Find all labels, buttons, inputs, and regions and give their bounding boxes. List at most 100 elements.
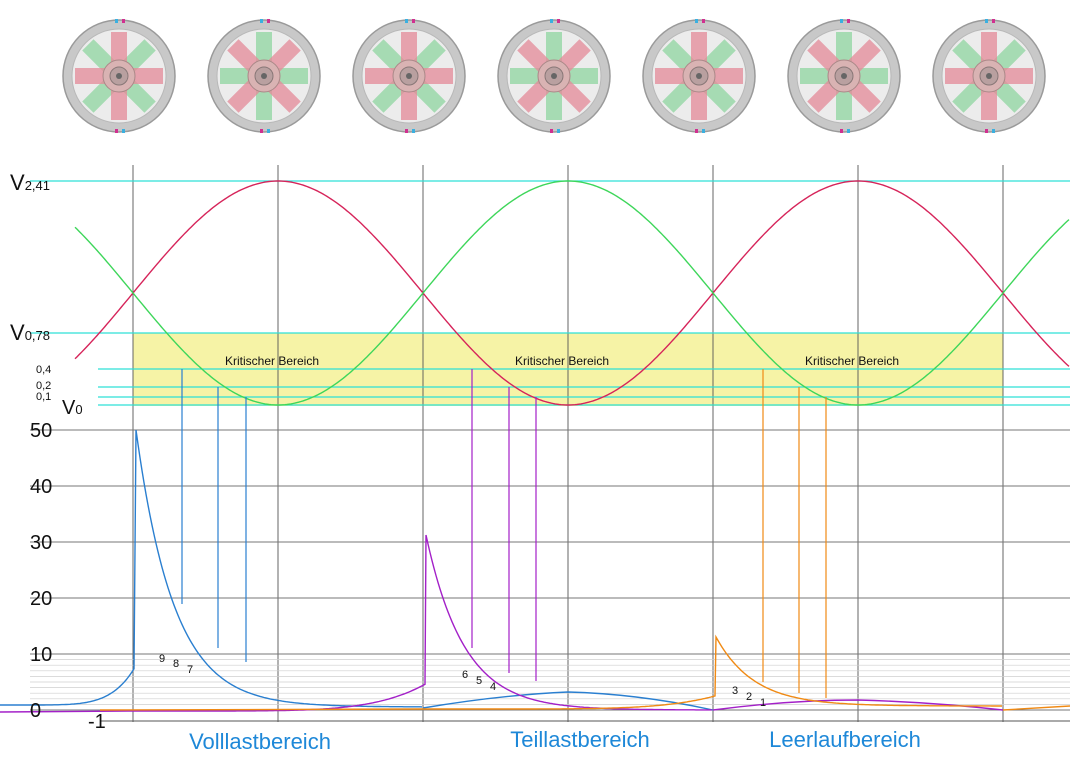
drop-lines: [181, 369, 827, 698]
marker-7: 7: [187, 664, 193, 676]
red-spoke-spoke: [945, 68, 981, 84]
red-spoke-spoke: [401, 32, 417, 68]
red-spoke: [691, 32, 707, 68]
wheel-mark: [557, 19, 560, 23]
point-markers: 9 8 7 6 5 4 3 2 1: [159, 653, 766, 709]
y-label-20: 20: [30, 588, 52, 610]
wheel-axle: [841, 73, 847, 79]
label-v078: V0,78: [10, 320, 50, 345]
red-spoke-spoke: [111, 84, 127, 120]
green-spoke: [852, 68, 888, 84]
red-spoke-spoke: [691, 32, 707, 68]
green-spoke-spoke: [546, 84, 562, 120]
marker-3: 3: [732, 685, 738, 697]
red-spoke: [655, 68, 691, 84]
wheel-mark: [267, 129, 270, 133]
y-label-0: 0: [30, 700, 41, 722]
wheel-4: [497, 19, 611, 133]
red-spoke: [707, 68, 743, 84]
wheel-2: [207, 19, 321, 133]
series-curves: [0, 429, 1070, 713]
section-leerlauf: Leerlaufbereich: [769, 727, 921, 752]
wheel-mark: [405, 19, 408, 23]
green-spoke-spoke: [562, 68, 598, 84]
wheel-5: [642, 19, 756, 133]
marker-9: 9: [159, 653, 165, 665]
green-spoke: [800, 68, 836, 84]
wheel-mark: [260, 19, 263, 23]
green-spoke: [836, 32, 852, 68]
red-spoke-spoke: [401, 84, 417, 120]
marker-6: 6: [462, 669, 468, 681]
red-spoke-spoke: [417, 68, 453, 84]
wheel-3: [352, 19, 466, 133]
wheel-mark: [122, 129, 125, 133]
wheel-mark: [702, 129, 705, 133]
green-spoke: [546, 32, 562, 68]
orange-series-spike: [423, 634, 1002, 710]
green-spoke: [272, 68, 308, 84]
y-label-50: 50: [30, 420, 52, 442]
green-spoke-spoke: [256, 84, 272, 120]
red-spoke: [401, 32, 417, 68]
label-v0: V0: [62, 397, 83, 419]
red-spoke: [401, 84, 417, 120]
green-spoke-spoke: [836, 32, 852, 68]
green-spoke: [256, 84, 272, 120]
wheel-mark: [702, 19, 705, 23]
green-spoke-spoke: [256, 32, 272, 68]
marker-4: 4: [490, 681, 496, 693]
wheel-mark: [115, 19, 118, 23]
grid: [30, 165, 1070, 722]
red-spoke-spoke: [691, 84, 707, 120]
marker-8: 8: [173, 658, 179, 670]
blue-series-tail: [422, 691, 714, 711]
red-spoke: [127, 68, 163, 84]
red-spoke-spoke: [981, 84, 997, 120]
label-v241: V2,41: [10, 170, 50, 195]
zone-labels: Kritischer Bereich Kritischer Bereich Kr…: [225, 354, 899, 368]
voltage-curves: [74, 180, 1070, 406]
orange-series-end: [1002, 705, 1070, 711]
wheel-mark: [260, 129, 263, 133]
green-voltage-curve: [74, 180, 1070, 406]
wheel-mark: [985, 129, 988, 133]
wheel-mark: [847, 19, 850, 23]
label-04: 0,4: [36, 364, 51, 376]
wheel-axle: [551, 73, 557, 79]
wheel-axle: [261, 73, 267, 79]
wheel-axle: [986, 73, 992, 79]
wheel-1: [62, 19, 176, 133]
green-spoke: [546, 84, 562, 120]
purple-series-spike: [133, 534, 712, 712]
y-label-10: 10: [30, 644, 52, 666]
wheel-mark: [695, 19, 698, 23]
wheel-mark: [550, 19, 553, 23]
red-spoke-spoke: [75, 68, 111, 84]
level-lines: [30, 180, 1070, 406]
wheel-axle: [406, 73, 412, 79]
marker-1: 1: [760, 697, 766, 709]
red-spoke: [691, 84, 707, 120]
zone-label-3: Kritischer Bereich: [805, 354, 899, 368]
green-spoke-spoke: [510, 68, 546, 84]
red-spoke-spoke: [981, 32, 997, 68]
section-volllast: Volllastbereich: [189, 729, 331, 754]
red-spoke: [75, 68, 111, 84]
red-spoke: [417, 68, 453, 84]
wheel-axle: [116, 73, 122, 79]
green-spoke-spoke: [852, 68, 888, 84]
level-labels: V2,41 V0,78 0,4 0,2 0,1 V0: [10, 170, 83, 419]
red-spoke: [981, 32, 997, 68]
red-voltage-curve: [74, 180, 1070, 406]
wheel-mark: [985, 19, 988, 23]
section-teillast: Teillastbereich: [510, 727, 649, 752]
green-spoke-spoke: [546, 32, 562, 68]
red-spoke-spoke: [111, 32, 127, 68]
green-spoke: [220, 68, 256, 84]
marker-2: 2: [746, 691, 752, 703]
red-spoke: [365, 68, 401, 84]
wheel-mark: [840, 129, 843, 133]
green-spoke-spoke: [272, 68, 308, 84]
